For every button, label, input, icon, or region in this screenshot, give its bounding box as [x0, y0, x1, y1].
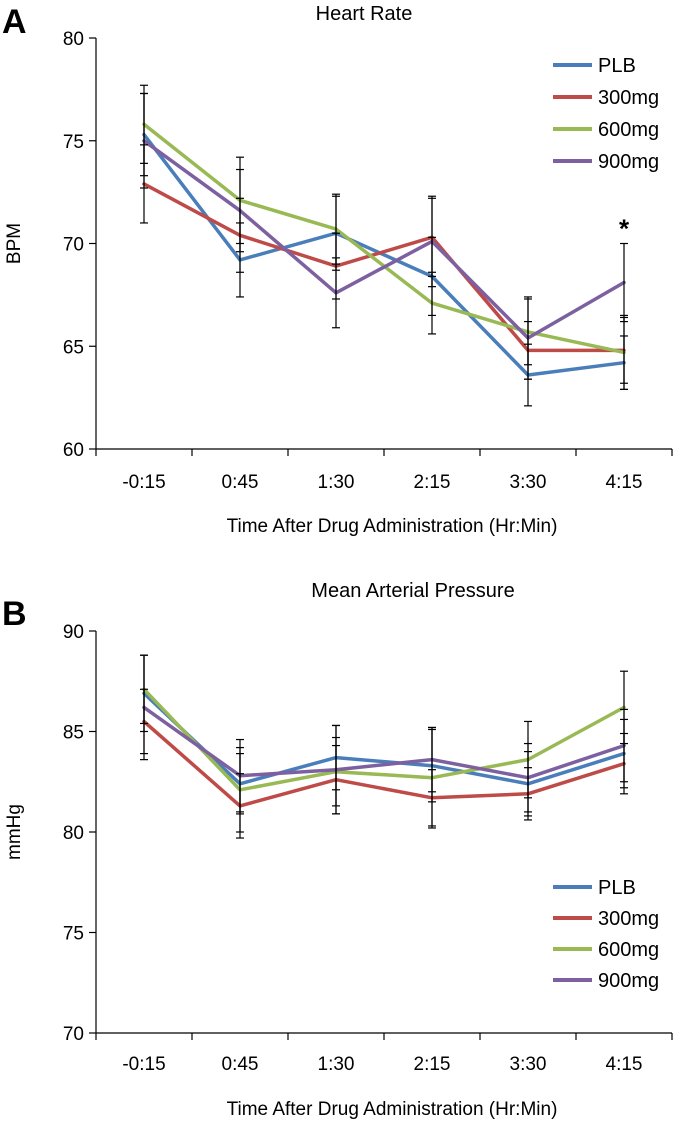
legend-label: 300mg: [598, 87, 659, 109]
series-line-300mg: [142, 182, 626, 353]
x-tick-label: 0:45: [222, 472, 259, 493]
series-line-600mg: [142, 687, 626, 792]
x-tick-label: 2:15: [414, 472, 451, 493]
legend-label: 600mg: [598, 939, 659, 961]
mean-arterial-pressure-chart: B Mean Arterial Pressure 70 75 80 85 90 -0:15 0:…: [2, 580, 673, 1120]
y-tick-label: 70: [63, 1024, 84, 1045]
x-tick-label: 3:30: [510, 1054, 547, 1075]
y-tick-label: 90: [63, 622, 84, 643]
y-axis-label: mmHg: [4, 804, 25, 860]
chart-title: Mean Arterial Pressure: [311, 580, 514, 602]
legend-label: 900mg: [598, 151, 659, 173]
y-tick-label: 80: [63, 823, 84, 844]
x-tick-label: 1:30: [318, 472, 355, 493]
series-line-plb: [142, 132, 626, 377]
y-tick-label: 65: [63, 337, 84, 358]
legend-label: PLB: [598, 55, 636, 77]
y-axis-label: BPM: [4, 223, 25, 264]
legend-label: 600mg: [598, 119, 659, 141]
significance-asterisk: *: [619, 214, 630, 244]
x-tick-label: 4:15: [606, 472, 643, 493]
series-line-600mg: [142, 122, 626, 355]
series-line-900mg: [142, 705, 626, 780]
heart-rate-chart: A Heart Rate 60 65 70 75 80 -0:15 0:45 1:30 2:15 3:…: [2, 3, 673, 537]
legend-label: 300mg: [598, 908, 659, 930]
y-tick-label: 80: [63, 29, 84, 50]
panel-letter: A: [2, 3, 27, 41]
y-tick-label: 60: [63, 440, 84, 461]
chart-title: Heart Rate: [316, 3, 413, 25]
legend-label: PLB: [598, 877, 636, 899]
x-tick-label: -0:15: [122, 1054, 165, 1075]
x-tick-label: -0:15: [122, 472, 165, 493]
x-tick-label: 0:45: [222, 1054, 259, 1075]
x-tick-label: 3:30: [510, 472, 547, 493]
series-line-900mg: [142, 139, 626, 340]
series-line-plb: [142, 691, 626, 786]
series-line-300mg: [142, 719, 626, 808]
x-axis-label: Time After Drug Administration (Hr:Min): [227, 1099, 558, 1120]
y-tick-label: 75: [63, 132, 84, 153]
x-tick-label: 4:15: [606, 1054, 643, 1075]
y-tick-label: 75: [63, 924, 84, 945]
y-tick-label: 70: [63, 235, 84, 256]
x-tick-label: 2:15: [414, 1054, 451, 1075]
panel-letter: B: [2, 595, 27, 633]
x-axis-label: Time After Drug Administration (Hr:Min): [227, 516, 558, 537]
legend-label: 900mg: [598, 970, 659, 992]
y-tick-label: 85: [63, 723, 84, 744]
x-tick-label: 1:30: [318, 1054, 355, 1075]
